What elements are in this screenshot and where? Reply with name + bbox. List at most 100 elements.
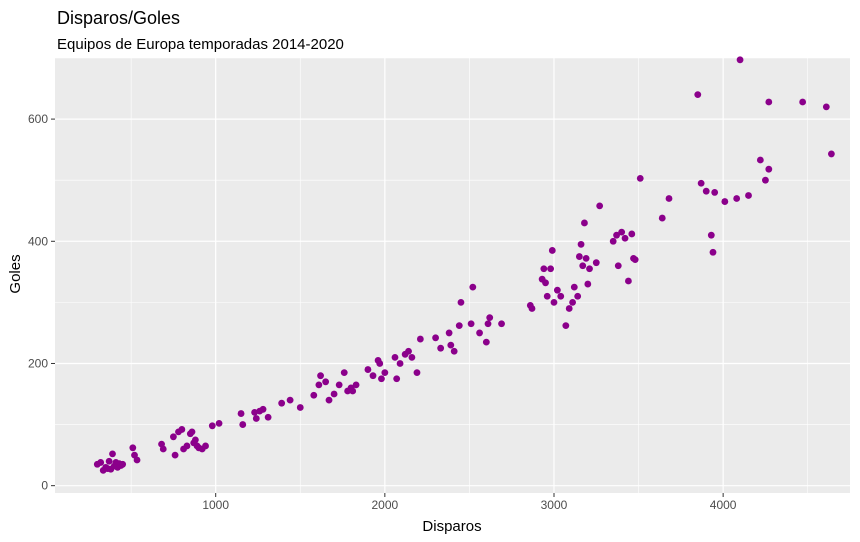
data-point [577, 240, 585, 248]
data-point [310, 391, 318, 399]
data-point [381, 369, 389, 377]
data-point [317, 372, 324, 380]
data-point [278, 399, 286, 407]
y-tick-label: 0 [41, 479, 48, 493]
data-point [352, 381, 360, 389]
data-point [369, 372, 377, 380]
data-point [237, 410, 245, 417]
data-point [432, 334, 439, 342]
data-point [393, 375, 401, 383]
data-point [540, 265, 548, 273]
data-point [296, 404, 304, 411]
data-point [286, 396, 294, 404]
data-point [707, 231, 715, 239]
data-point [553, 286, 561, 294]
data-point [658, 214, 666, 222]
chart-title: Disparos/Goles [57, 8, 180, 28]
data-point [482, 338, 490, 346]
data-point [264, 413, 272, 421]
y-axis-title: Goles [7, 254, 24, 293]
data-point [191, 436, 199, 444]
x-tick-label: 3000 [541, 498, 568, 512]
data-point [547, 265, 555, 273]
data-point [582, 254, 590, 262]
data-point [575, 253, 583, 260]
plot-panel [55, 58, 850, 493]
data-point [550, 298, 558, 306]
data-point [408, 353, 416, 361]
data-point [259, 405, 267, 413]
data-point [584, 280, 592, 288]
data-point [457, 298, 465, 306]
data-point [208, 422, 216, 430]
data-point [378, 375, 385, 383]
axis-ticks [51, 118, 724, 497]
data-point [579, 262, 587, 270]
data-point [665, 195, 673, 202]
data-point [562, 322, 570, 329]
data-point [745, 192, 752, 199]
data-point [202, 442, 209, 450]
data-point [469, 283, 477, 291]
data-point [756, 156, 764, 164]
data-point [119, 460, 127, 468]
data-point [170, 433, 177, 441]
x-axis-title: Disparos [422, 518, 481, 535]
data-point [251, 408, 258, 416]
data-point [467, 320, 475, 328]
data-point [613, 231, 620, 239]
data-point [614, 262, 622, 270]
data-point [455, 322, 463, 329]
data-point [450, 347, 458, 355]
data-point [618, 228, 626, 236]
data-point [315, 381, 323, 389]
data-point [486, 314, 494, 322]
data-point [542, 279, 549, 287]
data-point [129, 444, 137, 452]
data-point [498, 320, 505, 328]
y-tick-label: 200 [28, 356, 48, 370]
data-point [325, 396, 333, 404]
data-point [557, 292, 565, 300]
data-point [97, 459, 105, 466]
data-point [215, 419, 223, 427]
data-point [252, 415, 260, 422]
data-point [109, 450, 116, 458]
data-point [484, 320, 492, 328]
data-point [171, 451, 179, 459]
y-tick-label: 400 [28, 234, 48, 248]
data-point [413, 369, 421, 377]
data-point [183, 442, 191, 450]
data-point [625, 277, 632, 285]
data-point [105, 457, 113, 465]
data-point [697, 179, 705, 187]
data-point [405, 347, 412, 355]
data-point [609, 237, 617, 245]
data-points [93, 56, 835, 474]
x-tick-label: 1000 [202, 498, 229, 512]
data-point [543, 292, 551, 300]
data-point [476, 329, 483, 337]
data-point [528, 305, 536, 312]
data-point [178, 426, 186, 433]
data-point [548, 247, 556, 254]
data-point [565, 305, 573, 312]
data-point [765, 165, 773, 173]
data-point [322, 378, 330, 386]
data-point [396, 360, 404, 367]
data-point [445, 329, 453, 337]
x-tick-label: 2000 [371, 498, 398, 512]
data-point [631, 256, 639, 264]
grid-minor [55, 57, 850, 493]
data-point [586, 265, 593, 273]
data-point [349, 387, 357, 395]
data-point [574, 292, 582, 300]
chart-subtitle: Equipos de Europa temporadas 2014-2020 [57, 36, 344, 53]
data-point [239, 421, 247, 428]
data-point [364, 366, 372, 373]
data-point [762, 176, 769, 184]
data-point [733, 195, 741, 202]
data-point [711, 189, 719, 196]
data-point [376, 360, 384, 367]
